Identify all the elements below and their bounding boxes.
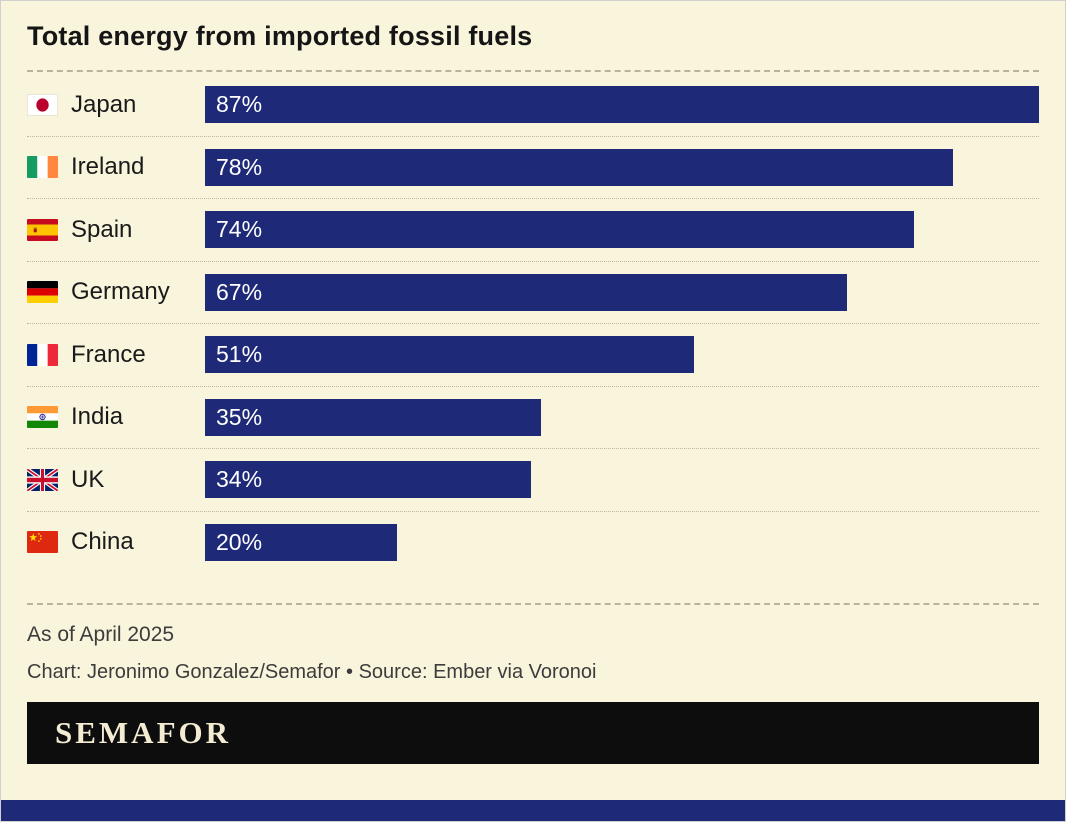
country-label: China bbox=[71, 528, 134, 556]
country-label: Spain bbox=[71, 215, 133, 243]
chart-note: As of April 2025 bbox=[27, 623, 175, 646]
country-label: UK bbox=[71, 465, 105, 493]
bar-value-label: 35% bbox=[216, 403, 263, 430]
country-label: France bbox=[71, 340, 146, 368]
germany-flag-icon bbox=[27, 281, 58, 304]
chart-row: Spain 74% bbox=[27, 199, 1039, 262]
india-flag-icon bbox=[27, 406, 58, 429]
accent-strip bbox=[1, 800, 1065, 821]
bar-track: 34% bbox=[205, 461, 1039, 499]
spain-flag-icon bbox=[27, 218, 58, 241]
footer-divider bbox=[27, 603, 1039, 605]
row-label-cell: Spain bbox=[27, 216, 205, 244]
bar-value-label: 67% bbox=[216, 278, 263, 305]
bar: 67% bbox=[205, 273, 848, 311]
bar: 74% bbox=[205, 211, 915, 249]
uk-flag-icon bbox=[27, 468, 58, 491]
row-label-cell: France bbox=[27, 341, 205, 369]
bar: 20% bbox=[205, 523, 397, 561]
bar-value-label: 20% bbox=[216, 528, 263, 555]
bar: 34% bbox=[205, 461, 531, 499]
bar: 78% bbox=[205, 148, 953, 186]
bar-value-label: 78% bbox=[216, 153, 263, 180]
row-label-cell: UK bbox=[27, 466, 205, 494]
country-label: Ireland bbox=[71, 153, 145, 181]
japan-flag-icon bbox=[27, 93, 58, 116]
chart-title: Total energy from imported fossil fuels bbox=[27, 21, 533, 51]
bar-value-label: 34% bbox=[216, 466, 263, 493]
chart-row: China 20% bbox=[27, 512, 1039, 574]
bar: 87% bbox=[205, 86, 1039, 124]
bar: 51% bbox=[205, 336, 694, 374]
bar-track: 20% bbox=[205, 523, 1039, 561]
bar-track: 67% bbox=[205, 273, 1039, 311]
chart-row: Ireland 78% bbox=[27, 137, 1039, 199]
bar-value-label: 51% bbox=[216, 341, 263, 368]
country-label: India bbox=[71, 403, 124, 431]
semafor-logo: SEMAFOR bbox=[55, 715, 231, 750]
row-label-cell: Ireland bbox=[27, 153, 205, 181]
bar-chart: Japan 87% Ireland 78% Spain 74% Germany 67% Fran… bbox=[27, 74, 1039, 573]
bar-track: 51% bbox=[205, 336, 1039, 374]
row-label-cell: Japan bbox=[27, 91, 205, 119]
bar: 35% bbox=[205, 398, 541, 436]
row-label-cell: India bbox=[27, 403, 205, 431]
china-flag-icon bbox=[27, 531, 58, 554]
country-label: Japan bbox=[71, 90, 137, 118]
chart-row: Japan 87% bbox=[27, 74, 1039, 137]
bar-track: 74% bbox=[205, 211, 1039, 249]
ireland-flag-icon bbox=[27, 156, 58, 179]
chart-row: UK 34% bbox=[27, 449, 1039, 512]
france-flag-icon bbox=[27, 343, 58, 366]
bar-track: 87% bbox=[205, 86, 1039, 124]
chart-row: France 51% bbox=[27, 324, 1039, 387]
bar-value-label: 74% bbox=[216, 216, 263, 243]
country-label: Germany bbox=[71, 278, 170, 306]
chart-credit: Chart: Jeronimo Gonzalez/Semafor • Sourc… bbox=[27, 661, 597, 683]
row-label-cell: Germany bbox=[27, 278, 205, 306]
semafor-logo-bar: SEMAFOR bbox=[27, 702, 1039, 764]
chart-row: Germany 67% bbox=[27, 262, 1039, 324]
bar-track: 35% bbox=[205, 398, 1039, 436]
row-label-cell: China bbox=[27, 528, 205, 556]
chart-row: India 35% bbox=[27, 387, 1039, 449]
title-divider bbox=[27, 70, 1039, 72]
bar-track: 78% bbox=[205, 148, 1039, 186]
bar-value-label: 87% bbox=[216, 91, 263, 118]
